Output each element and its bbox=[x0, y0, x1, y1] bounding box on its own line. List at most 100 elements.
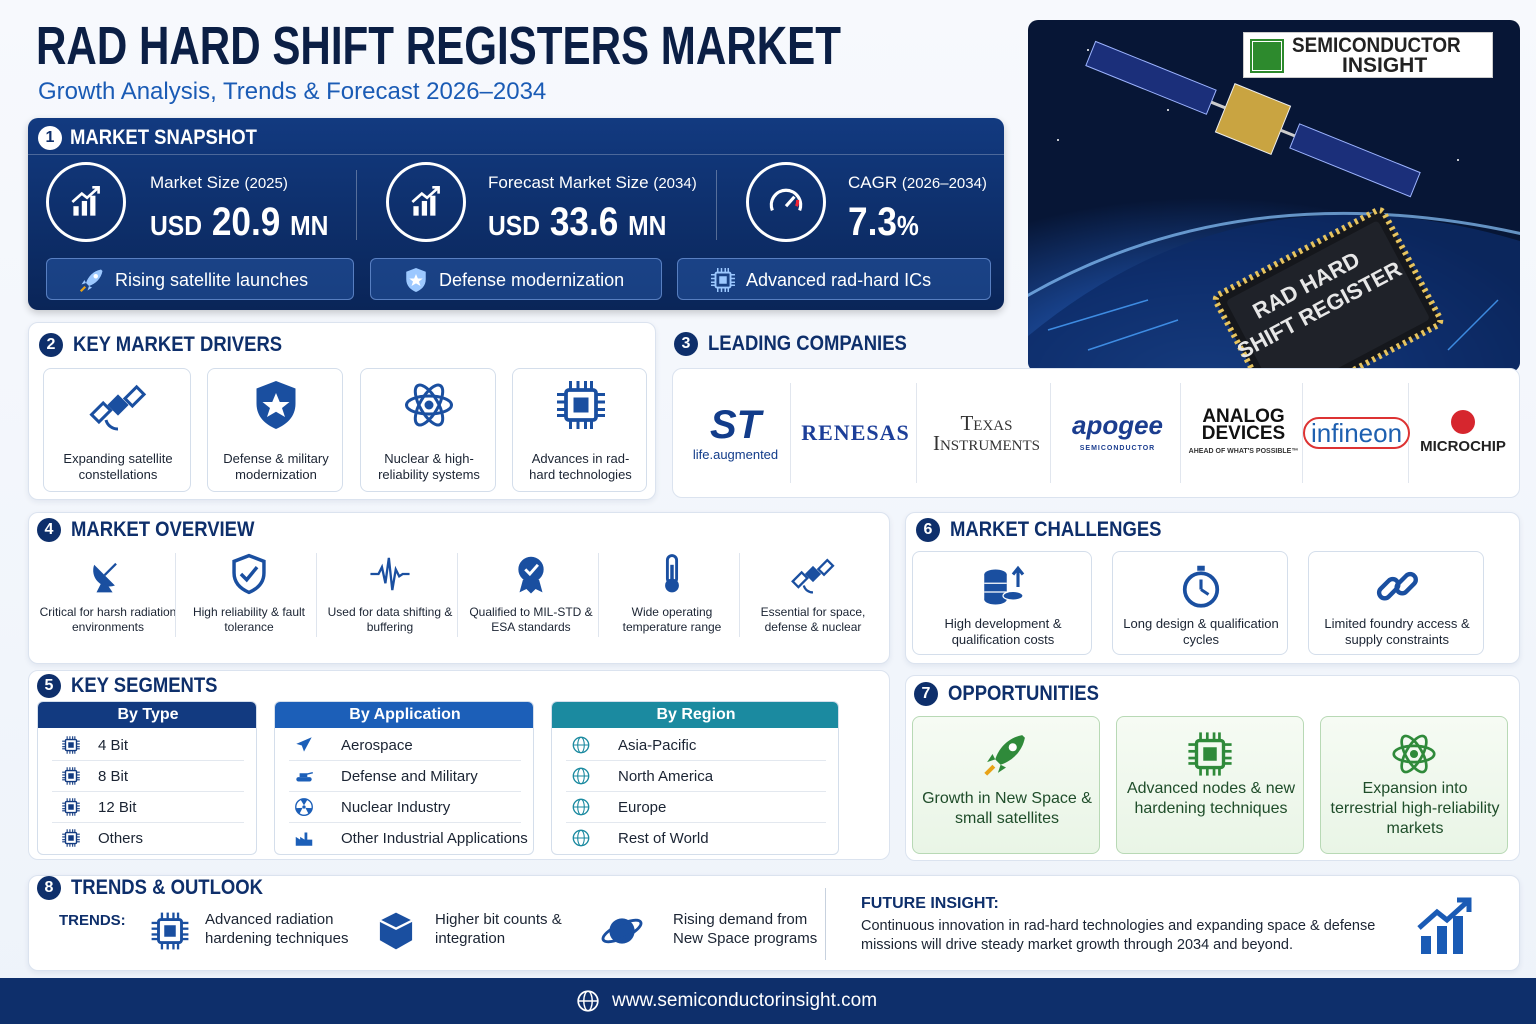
section-number: 6 bbox=[916, 518, 940, 542]
icon bbox=[769, 188, 803, 211]
overview-text: Wide operating temperature range bbox=[622, 605, 722, 634]
logo-name: RENESAS bbox=[801, 420, 909, 446]
metric-number: 20.9 bbox=[211, 200, 281, 244]
metric-value: 7.3% bbox=[848, 198, 919, 250]
section-title: TRENDS & OUTLOOK bbox=[71, 876, 263, 899]
icon bbox=[1182, 565, 1220, 608]
segment-header: By Type bbox=[38, 702, 256, 728]
metric-period: (2034) bbox=[653, 175, 697, 192]
icon bbox=[572, 736, 590, 754]
segment-header: By Region bbox=[552, 702, 838, 728]
icon bbox=[572, 767, 590, 785]
metric-number: 33.6 bbox=[549, 200, 619, 244]
metric-period: (2025) bbox=[244, 175, 288, 192]
section-title: MARKET OVERVIEW bbox=[71, 518, 255, 541]
company-logo: infineon bbox=[1302, 383, 1411, 483]
trend-text: Advanced radiation hardening techniques bbox=[205, 911, 349, 947]
icon bbox=[1392, 734, 1436, 774]
highlight-pill: Rising satellite launches bbox=[46, 258, 354, 300]
driver-card: Expanding satellite constellations bbox=[43, 368, 191, 492]
company-logo: Texas Instruments bbox=[923, 383, 1051, 483]
driver-card: Nuclear & high-reliability systems bbox=[360, 368, 496, 492]
icon bbox=[405, 383, 453, 427]
metric-name: Forecast Market Size bbox=[488, 173, 649, 192]
metric-label: Market Size (2025) bbox=[150, 172, 288, 195]
metric-icon bbox=[746, 162, 826, 242]
divider bbox=[598, 553, 599, 637]
metric-icon bbox=[386, 162, 466, 242]
logo-tagline: life.augmented bbox=[692, 447, 779, 462]
logo-name: ST bbox=[710, 405, 761, 445]
divider bbox=[316, 553, 317, 637]
metric-currency: USD bbox=[488, 210, 541, 241]
segment-item: 8 Bit bbox=[98, 768, 129, 785]
title: RAD HARD SHIFT REGISTERS MARKET bbox=[36, 16, 841, 76]
icon bbox=[256, 381, 296, 429]
logo-tagline: SEMICONDUCTOR bbox=[1079, 445, 1156, 452]
icon bbox=[601, 918, 643, 944]
section-title: KEY MARKET DRIVERS bbox=[73, 333, 283, 356]
opportunity-card: Expansion into terrestrial high-reliabil… bbox=[1320, 716, 1508, 854]
overview-text: High reliability & fault tolerance bbox=[192, 605, 306, 634]
logo-line: apogee bbox=[1071, 410, 1164, 440]
metric-number: 7.3 bbox=[848, 200, 897, 244]
driver-text: Nuclear & high-reliability systems bbox=[378, 451, 480, 482]
segment-item: Aerospace bbox=[341, 737, 413, 754]
segment-header: By Application bbox=[275, 702, 533, 728]
driver-text: Advances in rad-hard technologies bbox=[529, 451, 632, 482]
opportunity-card: Advanced nodes & new hardening technique… bbox=[1116, 716, 1304, 854]
icon bbox=[379, 912, 413, 950]
icon bbox=[62, 798, 80, 816]
row-rule bbox=[52, 791, 244, 792]
market-challenges: 6 MARKET CHALLENGES High development & qua… bbox=[905, 512, 1520, 664]
opportunity-text: Advanced nodes & new hardening technique… bbox=[1126, 780, 1296, 817]
icon bbox=[665, 554, 679, 593]
icon bbox=[411, 185, 440, 216]
insight-title: FUTURE INSIGHT: bbox=[861, 895, 999, 912]
metric-unit: MN bbox=[290, 210, 329, 241]
icon bbox=[295, 832, 313, 846]
highlight-pill: Advanced rad-hard ICs bbox=[677, 258, 991, 300]
section-title: MARKET SNAPSHOT bbox=[70, 126, 257, 149]
section-title: OPPORTUNITIES bbox=[948, 682, 1099, 705]
icon bbox=[151, 912, 189, 950]
icon bbox=[295, 798, 313, 816]
metric-value: USD 20.9 MN bbox=[150, 198, 328, 250]
company-logo: ST life.augmented bbox=[681, 383, 791, 483]
brand-line: INSIGHT bbox=[1342, 54, 1428, 77]
divider bbox=[457, 553, 458, 637]
icon bbox=[406, 268, 426, 292]
logo-line: Instruments bbox=[932, 431, 1040, 455]
icon bbox=[984, 565, 1025, 605]
overview-text: Essential for space, defense & nuclear bbox=[760, 605, 866, 634]
market-snapshot: 1 MARKET SNAPSHOT Market Size (2025) USD 20… bbox=[28, 118, 1004, 310]
icon bbox=[1417, 897, 1472, 954]
section-number: 1 bbox=[38, 126, 62, 150]
icon bbox=[1188, 732, 1232, 776]
overview-text: Qualified to MIL-STD & ESA standards bbox=[469, 605, 593, 634]
logo-name: Texas Instruments bbox=[932, 413, 1040, 455]
section-title: KEY SEGMENTS bbox=[71, 674, 218, 697]
driver-text: Defense & military modernization bbox=[223, 451, 329, 482]
driver-text: Expanding satellite constellations bbox=[63, 451, 173, 482]
metric-period: (2026–2034) bbox=[901, 175, 987, 192]
segment-item: Other Industrial Applications bbox=[341, 830, 528, 847]
icon bbox=[62, 829, 80, 847]
metric-label: CAGR (2026–2034) bbox=[848, 172, 987, 195]
icon bbox=[577, 990, 599, 1012]
section-title: MARKET CHALLENGES bbox=[950, 518, 1162, 541]
logo-line: ST bbox=[709, 403, 762, 447]
metric-unit: MN bbox=[628, 210, 667, 241]
segment-item: 12 Bit bbox=[98, 799, 137, 816]
highlight-text: Rising satellite launches bbox=[115, 270, 309, 290]
insight-text: Continuous innovation in rad-hard techno… bbox=[861, 918, 1376, 953]
logo-tagline: AHEAD OF WHAT'S POSSIBLE™ bbox=[1188, 448, 1299, 455]
row-rule bbox=[289, 760, 521, 761]
hero-image: RAD HARD SHIFT REGISTER SEMICONDUCTOR INSIG… bbox=[1028, 20, 1520, 372]
icon bbox=[556, 381, 605, 429]
icon bbox=[791, 558, 835, 594]
icon bbox=[93, 562, 117, 593]
overview-text: Critical for harsh radiation environment… bbox=[39, 605, 177, 634]
section-number: 5 bbox=[37, 674, 61, 698]
